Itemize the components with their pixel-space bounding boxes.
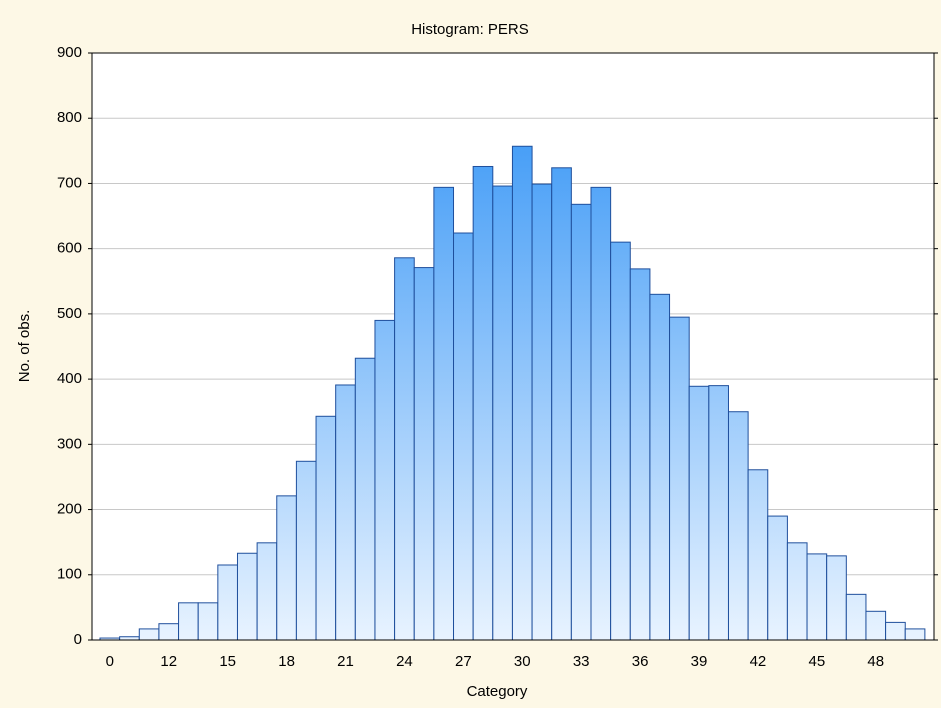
- bar: [295, 460, 317, 641]
- plot-frame: [91, 52, 935, 641]
- x-tick-label: 42: [750, 653, 767, 670]
- x-tick-label: 48: [867, 653, 884, 670]
- bar: [904, 628, 926, 641]
- bar: [885, 621, 906, 641]
- bar: [256, 542, 278, 641]
- bar: [354, 357, 376, 641]
- bar: [649, 293, 671, 641]
- bar: [845, 593, 867, 641]
- bar: [767, 515, 788, 641]
- bar: [394, 257, 415, 641]
- bar: [217, 564, 238, 641]
- y-tick-label: 800: [57, 109, 82, 126]
- bar: [178, 602, 199, 641]
- bar: [472, 165, 494, 641]
- x-tick-label: 12: [160, 653, 177, 670]
- bar: [276, 495, 297, 641]
- x-tick-label: 18: [278, 653, 295, 670]
- x-tick-label: 36: [632, 653, 649, 670]
- bar: [374, 319, 396, 641]
- x-tick-label: 21: [337, 653, 354, 670]
- bar: [413, 267, 435, 641]
- bar: [786, 542, 808, 641]
- y-tick-label: 500: [57, 305, 82, 322]
- y-axis-label: No. of obs.: [16, 310, 33, 383]
- x-tick-label: 27: [455, 653, 472, 670]
- y-tick-label: 200: [57, 501, 82, 518]
- x-tick-label: 45: [809, 653, 826, 670]
- bar: [453, 232, 474, 641]
- bar: [236, 552, 258, 641]
- bar: [433, 186, 455, 641]
- bar: [669, 316, 690, 641]
- bar: [610, 241, 631, 641]
- y-tick-label: 900: [57, 44, 82, 61]
- bar: [727, 411, 749, 641]
- x-tick-label: 15: [219, 653, 236, 670]
- bar: [492, 185, 513, 641]
- bar: [551, 167, 572, 641]
- bar: [158, 623, 180, 641]
- bar: [629, 268, 651, 641]
- x-axis-label: Category: [467, 683, 528, 700]
- bar: [747, 469, 769, 641]
- bar: [335, 384, 356, 641]
- x-tick-label: 24: [396, 653, 413, 670]
- y-tick-label: 400: [57, 370, 82, 387]
- bar: [826, 555, 847, 641]
- x-tick-label: 30: [514, 653, 531, 670]
- x-tick-label: 33: [573, 653, 590, 670]
- bar: [590, 186, 612, 641]
- bar: [708, 385, 729, 641]
- y-tick-label: 100: [57, 566, 82, 583]
- bar: [570, 203, 592, 641]
- bar: [865, 610, 887, 641]
- bar: [138, 628, 160, 641]
- bar: [315, 415, 337, 641]
- y-tick-label: 700: [57, 174, 82, 191]
- bar: [688, 385, 710, 641]
- chart-title: Histogram: PERS: [411, 21, 529, 38]
- y-tick-label: 0: [74, 631, 82, 648]
- y-tick-label: 300: [57, 435, 82, 452]
- bar: [806, 553, 828, 641]
- x-tick-label: 39: [691, 653, 708, 670]
- bar: [197, 602, 219, 641]
- bar: [511, 145, 533, 641]
- x-tick-label: 0: [106, 653, 114, 670]
- y-tick-label: 600: [57, 240, 82, 257]
- bar: [531, 183, 553, 641]
